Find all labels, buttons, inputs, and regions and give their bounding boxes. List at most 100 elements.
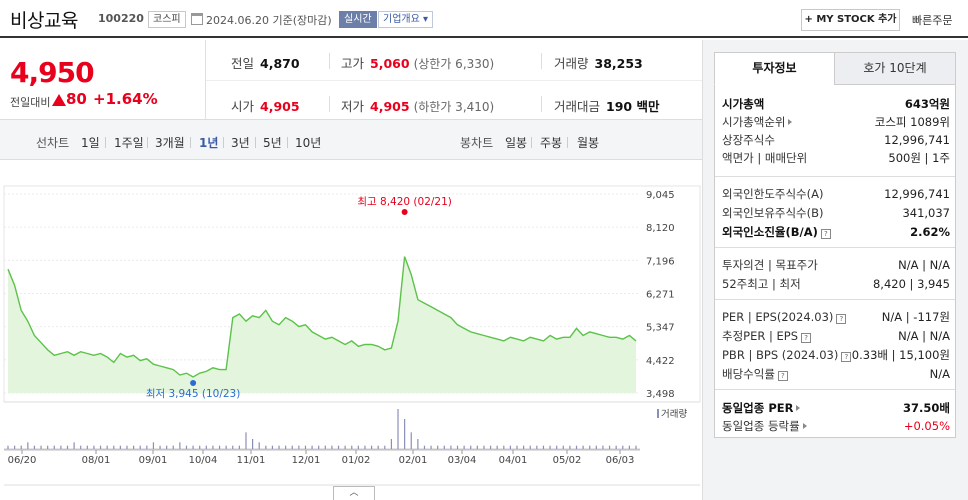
candle-tab-weekly[interactable]: 주봉 <box>540 136 563 150</box>
volume-legend-swatch <box>657 409 659 418</box>
volume-bar <box>456 445 459 449</box>
x-tick-label: 04/01 <box>499 455 528 466</box>
volume-bar <box>489 445 492 449</box>
candle-tab-monthly[interactable]: 월봉 <box>577 136 600 150</box>
expand-chart-button[interactable]: ︿ <box>333 486 375 500</box>
volume-bar <box>265 445 267 449</box>
volume-bar <box>377 445 379 449</box>
add-my-stock-button[interactable]: + MY STOCK 추가 <box>801 9 900 31</box>
volume-bar <box>66 445 69 449</box>
help-icon[interactable]: ? <box>801 333 812 343</box>
tab-orderbook[interactable]: 호가 10단계 <box>834 52 956 85</box>
volume-bar <box>271 445 274 449</box>
volume-bar <box>152 442 155 449</box>
market-badge: 코스피 <box>148 11 186 28</box>
y-tick-label: 3,498 <box>646 389 675 400</box>
info-label: 액면가 | 매매단위 <box>722 149 807 167</box>
volume-bar <box>278 445 280 449</box>
volume-bar <box>33 445 36 449</box>
period-tab-1y[interactable]: 1년 <box>199 136 219 150</box>
volume-bar <box>304 445 307 449</box>
realtime-button[interactable]: 실시간 <box>339 11 377 28</box>
volume-bar <box>133 445 135 449</box>
divider <box>715 389 955 390</box>
info-label-text: 외국인보유주식수(B) <box>722 206 824 220</box>
volume-bar <box>60 445 62 449</box>
help-icon[interactable]: ? <box>836 314 847 324</box>
info-row: 외국인소진율(B/A)? 2.62% <box>722 223 950 241</box>
period-tab-10y[interactable]: 10년 <box>295 136 322 150</box>
volume-bar <box>569 445 571 449</box>
price-area <box>8 256 636 393</box>
line-chart-label: 선차트 <box>36 136 70 150</box>
volume-bar <box>496 445 498 449</box>
volume-bar <box>40 445 42 449</box>
price-chart-svg: 9,045 8,120 7,196 6,271 5,347 4,422 3,498 최고 8,… <box>3 185 701 486</box>
company-info-button[interactable]: 기업개요 ▾ <box>378 11 433 28</box>
volume-bar <box>608 445 611 449</box>
volume-bar <box>232 445 234 449</box>
volume-bar <box>622 445 624 449</box>
volume-bar <box>582 445 584 449</box>
info-label-text: 외국인한도주식수(A) <box>722 187 824 201</box>
volume-bar <box>344 445 346 449</box>
info-label: 외국인한도주식수(A) <box>722 185 823 203</box>
volume-bar <box>503 445 505 449</box>
stat-open: 시가 4,905 <box>231 99 300 114</box>
divider <box>541 53 542 69</box>
change-value: 80 <box>66 90 87 108</box>
volume-bar <box>463 445 465 449</box>
period-tab-3y[interactable]: 3년 <box>231 136 250 150</box>
y-tick-label: 7,196 <box>646 256 675 267</box>
volume-bar <box>205 445 207 449</box>
info-row: 투자의견 | 목표주가 N/A | N/A <box>722 256 950 274</box>
info-label-text: 상장주식수 <box>722 133 775 147</box>
divider <box>255 137 256 148</box>
volume-legend: 거래량 <box>661 408 687 420</box>
info-label[interactable]: 동일업종 PER <box>722 399 801 417</box>
help-icon[interactable]: ? <box>841 352 852 362</box>
volume-bar <box>238 445 240 449</box>
info-label[interactable]: 시가총액순위 <box>722 113 793 131</box>
volume-bar <box>384 445 386 449</box>
volume-bar <box>106 445 108 449</box>
info-label: 외국인소진율(B/A)? <box>722 223 831 241</box>
volume-bar <box>351 445 353 449</box>
price-summary: 4,950 전일대비 80 +1.64% <box>0 40 206 120</box>
volume-bar <box>113 445 115 449</box>
period-tab-3m[interactable]: 3개월 <box>155 136 185 150</box>
period-tab-1d[interactable]: 1일 <box>81 136 100 150</box>
candle-tab-daily[interactable]: 일봉 <box>505 136 528 150</box>
y-tick-label: 8,120 <box>646 223 675 234</box>
info-value: 12,996,741 <box>884 187 950 201</box>
volume-bar <box>159 445 161 449</box>
info-label: 시가총액 <box>722 95 764 113</box>
help-icon[interactable]: ? <box>777 371 788 381</box>
x-tick-label: 02/01 <box>399 455 428 466</box>
quick-order-button[interactable]: 빠른주문 <box>912 14 953 27</box>
period-tab-5y[interactable]: 5년 <box>263 136 282 150</box>
volume-bar <box>357 445 359 449</box>
divider <box>147 137 148 148</box>
x-tick-label: 12/01 <box>292 455 321 466</box>
info-row: 추정PER | EPS? N/A | N/A <box>722 327 950 345</box>
price-chart[interactable]: 9,045 8,120 7,196 6,271 5,347 4,422 3,498 최고 8,… <box>0 160 702 500</box>
tab-invest-info[interactable]: 투자정보 <box>714 52 835 85</box>
info-row: 외국인한도주식수(A) 12,996,741 <box>722 185 950 203</box>
info-label-text: 시가총액순위 <box>722 115 786 129</box>
volume-bar <box>437 445 439 449</box>
info-label[interactable]: 동일업종 등락률 <box>722 417 807 435</box>
y-tick-label: 5,347 <box>646 323 675 334</box>
info-row: 상장주식수 12,996,741 <box>722 131 950 149</box>
divider <box>190 137 191 148</box>
invest-info-panel: 투자정보 호가 10단계 시가총액 643억원 시가총액순위 코스피 1089위 상장주… <box>702 40 968 500</box>
info-label-text: 배당수익률 <box>722 367 775 381</box>
help-icon[interactable]: ? <box>820 229 831 239</box>
period-tab-1w[interactable]: 1주일 <box>114 136 144 150</box>
info-value: N/A | N/A <box>898 329 950 343</box>
change-label: 전일대비 <box>10 96 51 109</box>
info-value: 8,420 | 3,945 <box>872 277 950 291</box>
volume-bar <box>615 445 617 449</box>
volume-bar <box>80 445 82 449</box>
volume-bar <box>628 445 630 449</box>
